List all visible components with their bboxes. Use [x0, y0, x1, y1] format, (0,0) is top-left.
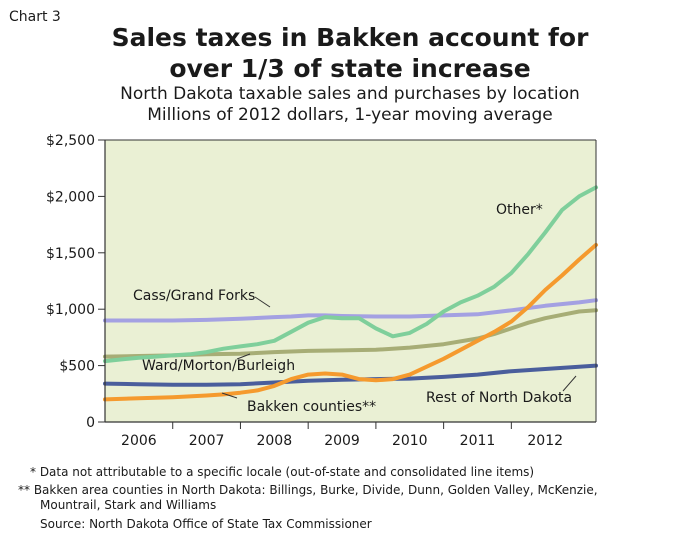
source-note: Source: North Dakota Office of State Tax… — [40, 517, 372, 531]
annotation-leader — [221, 392, 238, 399]
footnote-bakken-line-1: ** Bakken area counties in North Dakota:… — [18, 483, 598, 497]
series-line-bakken — [103, 242, 598, 402]
y-tick-label: $1,000 — [46, 302, 95, 318]
y-tick-label: 0 — [86, 415, 95, 431]
annotation-leader — [562, 375, 577, 392]
line-chart: 0 $500 $1,000 $1,500 $2,000 $2,500 2006 2007 200… — [46, 133, 598, 449]
chart-title-line-1: Sales taxes in Bakken account for — [111, 23, 589, 52]
x-tick-label: 2009 — [324, 433, 360, 449]
series-annotation: Ward/Morton/Burleigh — [142, 358, 295, 374]
series-line-other — [103, 185, 598, 364]
chart-label: Chart 3 — [9, 9, 61, 25]
y-tick-label: $2,000 — [46, 189, 95, 205]
annotation-leader — [236, 353, 251, 360]
x-tick-label: 2010 — [392, 433, 428, 449]
x-tick-label: 2008 — [256, 433, 292, 449]
series-annotation: Bakken counties** — [247, 399, 376, 415]
x-tick-label: 2007 — [189, 433, 225, 449]
annotation-leader — [254, 296, 271, 308]
footnote-other: * Data not attributable to a specific lo… — [30, 465, 535, 479]
x-tick-label: 2011 — [460, 433, 496, 449]
series-annotation: Other* — [496, 202, 543, 218]
chart-subtitle-line-1: North Dakota taxable sales and purchases… — [120, 84, 580, 104]
series-line-ward — [103, 308, 598, 359]
y-tick-label: $500 — [59, 359, 95, 375]
series-annotation: Rest of North Dakota — [426, 390, 572, 406]
x-tick-label: 2006 — [121, 433, 157, 449]
chart-title-line-2: over 1/3 of state increase — [169, 54, 531, 83]
x-tick-label: 2012 — [527, 433, 563, 449]
footnote-bakken-line-2: Mountrail, Stark and Williams — [40, 498, 217, 512]
series-annotation: Cass/Grand Forks — [133, 288, 255, 304]
chart-subtitle-line-2: Millions of 2012 dollars, 1-year moving … — [147, 105, 553, 125]
y-tick-label: $1,500 — [46, 246, 95, 262]
y-tick-label: $2,500 — [46, 133, 95, 149]
